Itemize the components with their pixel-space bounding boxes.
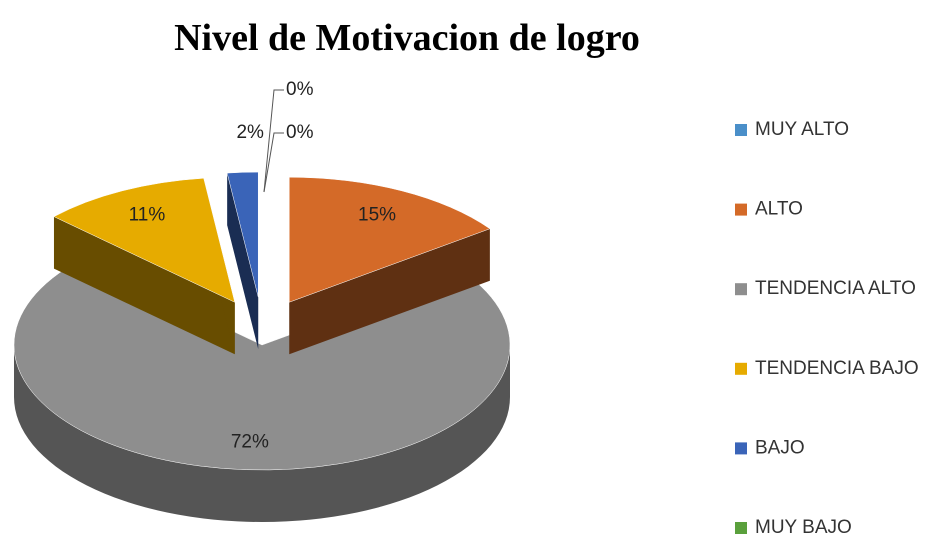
data-label: 2% bbox=[236, 122, 264, 143]
pie-slice bbox=[226, 171, 259, 298]
data-label: 15% bbox=[358, 204, 396, 225]
legend-swatch bbox=[735, 283, 747, 296]
legend-swatch bbox=[735, 442, 747, 455]
legend-swatch bbox=[735, 522, 747, 534]
pie-slice bbox=[288, 176, 491, 303]
data-label: 11% bbox=[129, 204, 166, 225]
data-label: 72% bbox=[231, 431, 269, 452]
pie-slice bbox=[53, 177, 236, 303]
slice-side bbox=[14, 345, 510, 522]
chart-title: Nivel de Motivacion de logro bbox=[174, 17, 640, 59]
legend-label: BAJO bbox=[755, 437, 805, 458]
legend-swatch bbox=[735, 124, 747, 136]
legend-label: ALTO bbox=[755, 199, 803, 220]
data-label: 0% bbox=[286, 122, 314, 143]
legend-label: TENDENCIA BAJO bbox=[755, 358, 919, 379]
slice-wall bbox=[53, 216, 235, 355]
legend-swatch bbox=[735, 203, 747, 216]
data-label: 0% bbox=[286, 79, 314, 100]
leader-line bbox=[263, 132, 284, 193]
legend-swatch bbox=[735, 362, 747, 375]
slice-wall bbox=[227, 173, 259, 350]
leader-line bbox=[263, 89, 284, 193]
slice-wall bbox=[289, 228, 490, 355]
legend-label: MUY ALTO bbox=[755, 119, 849, 140]
legend-label: TENDENCIA ALTO bbox=[755, 278, 916, 299]
legend-label: MUY BAJO bbox=[755, 517, 852, 536]
